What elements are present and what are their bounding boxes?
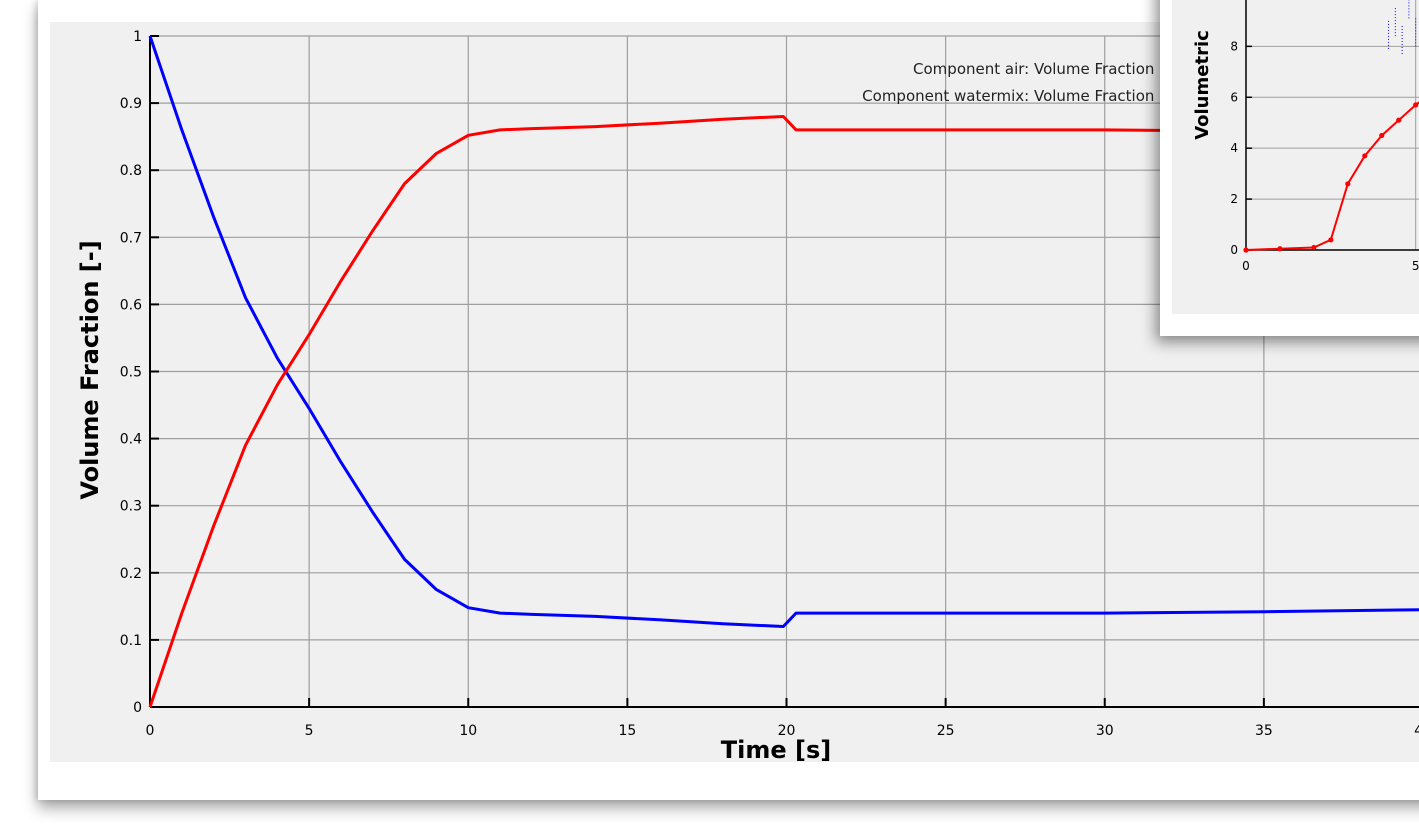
y-axis-title: Volume Fraction [-]	[76, 240, 104, 499]
inset-y-axis-title: Volumetric	[1192, 30, 1213, 140]
inset-y-tick-label: 6	[1230, 90, 1238, 104]
inset-volumetric-chart: 0 5 0 2 4 6 8 10 Volumetric	[1172, 0, 1419, 314]
x-tick-label: 0	[146, 723, 155, 739]
x-tick-label: 5	[305, 723, 314, 739]
x-tick-label: 35	[1255, 723, 1273, 739]
inset-x-tick-label: 0	[1242, 259, 1250, 273]
series-line-air	[148, 35, 1419, 628]
y-tick-label: 0.9	[120, 96, 142, 112]
x-tick-label: 40	[1414, 723, 1419, 739]
y-tick-label: 0	[133, 700, 142, 716]
x-tick-label: 20	[778, 723, 796, 739]
inset-series-points	[1243, 0, 1419, 253]
x-tick-label: 10	[459, 723, 477, 739]
inset-grid-lines	[1245, 0, 1419, 251]
legend-entry-air: Component air: Volume Fraction Col	[913, 60, 1183, 78]
y-tick-label: 1	[133, 29, 142, 45]
inset-y-tick-label: 10	[1223, 0, 1238, 2]
tick-labels: 051015202530354000.10.20.30.40.50.60.70.…	[120, 29, 1419, 739]
inset-x-tick-label: 5	[1412, 259, 1419, 273]
y-tick-label: 0.1	[120, 633, 142, 649]
x-tick-label: 30	[1096, 723, 1114, 739]
x-tick-label: 15	[618, 723, 636, 739]
inset-y-tick-label: 2	[1230, 192, 1238, 206]
x-tick-label: 25	[937, 723, 955, 739]
inset-background	[1172, 0, 1419, 314]
inset-tick-labels: 0 5 0 2 4 6 8 10	[1223, 0, 1419, 273]
inset-red-line	[1245, 101, 1419, 251]
x-axis-title: Time [s]	[721, 736, 831, 764]
series-lines	[148, 35, 1419, 708]
y-tick-label: 0.6	[120, 297, 142, 313]
y-tick-label: 0.3	[120, 499, 142, 515]
y-tick-label: 0.5	[120, 365, 142, 381]
inset-y-tick-label: 0	[1230, 243, 1238, 257]
inset-chart-panel: 0 5 0 2 4 6 8 10 Volumetric	[1160, 0, 1419, 336]
inset-y-tick-label: 8	[1230, 39, 1238, 53]
y-tick-label: 0.4	[120, 432, 142, 448]
y-tick-label: 0.7	[120, 230, 142, 246]
legend-entry-watermix: Component watermix: Volume Fraction Col	[862, 87, 1183, 105]
y-tick-label: 0.8	[120, 163, 142, 179]
inset-y-tick-label: 4	[1230, 141, 1238, 155]
legend: Component air: Volume Fraction Col Compo…	[862, 60, 1183, 105]
y-tick-label: 0.2	[120, 566, 142, 582]
series-line-watermix	[148, 115, 1419, 708]
